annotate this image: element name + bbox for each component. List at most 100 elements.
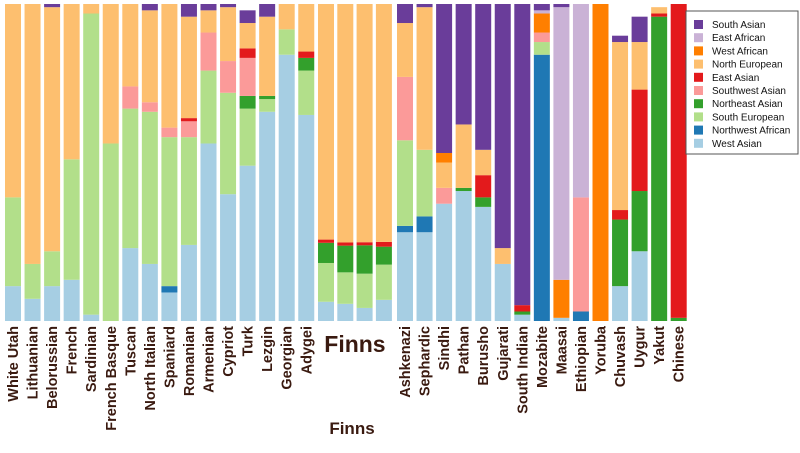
bar-segment-east-asian-yakut [651, 13, 668, 17]
category-label-gujarati: Gujarati [496, 326, 512, 381]
bar-segment-southwest-asian-romanian [180, 121, 197, 138]
legend-swatch-south-asian [694, 20, 703, 29]
category-labels: White Utah Lithuanian Belorussian French Sar… [6, 325, 688, 431]
bar-segment-north-european-cypriot [220, 7, 237, 62]
bar-segment-north-european-uygur [631, 42, 648, 90]
bar-segment-south-asian-romanian [180, 4, 197, 17]
bar-segment-southwest-asian-sindhi [436, 187, 453, 204]
bar-segment-north-european-chuvash [612, 42, 629, 211]
bar-segment-south-european-sardinian [83, 13, 100, 315]
bar-segment-south-european-georgian [278, 29, 295, 55]
bar-segment-west-asian-tuscan [122, 248, 139, 321]
bar-segment-west-asian-finns-4 [375, 299, 392, 321]
bar-segment-west-asian-romanian [180, 244, 197, 321]
bar-segment-north-european-lezgin [259, 16, 276, 96]
category-label-maasai: Maasai [554, 326, 570, 374]
bar-segment-west-african-mozabite [533, 13, 550, 33]
legend-label-southwest-asian: Southwest Asian [712, 86, 786, 97]
category-label-finns: Finns [324, 331, 385, 357]
legend-label-northwest-african: Northwest African [712, 126, 790, 137]
bar-segment-north-european-spaniard [161, 4, 178, 128]
bars-layer [5, 4, 687, 322]
bar-segment-northeast-asian-finns-1 [318, 242, 334, 263]
bar-segment-south-european-lithuanian [24, 263, 41, 299]
bar-segment-southwest-asian-north-italian [141, 102, 158, 112]
legend-swatch-south-european [694, 112, 703, 122]
bar-segment-north-european-armenian [200, 10, 217, 33]
bar-segment-northwest-african-ashkenazi [397, 225, 413, 233]
bar-segment-south-asian-turk [239, 10, 256, 24]
bar-segment-west-asian-ashkenazi [397, 232, 413, 321]
bar-segment-west-asian-lezgin [259, 111, 276, 321]
bar-segment-southwest-asian-tuscan [122, 86, 139, 109]
category-label-french: French [65, 326, 81, 374]
bar-segment-south-european-cypriot [220, 92, 237, 195]
bar-segment-northeast-asian-pathan [455, 187, 472, 192]
legend: South Asian East African West African North… [685, 10, 799, 155]
bar-segment-north-european-pathan [455, 124, 472, 188]
bar-segment-east-asian-burusho [475, 175, 492, 198]
bar-segment-west-asian-sephardic [416, 232, 433, 321]
bar-segment-southwest-asian-ethiopian [572, 197, 589, 312]
bar-segment-south-european-north-italian [141, 111, 158, 264]
bar-segment-north-european-north-italian [141, 10, 158, 103]
bar-segment-south-asian-pathan [455, 4, 472, 125]
category-label-burusho: Burusho [476, 326, 492, 386]
category-label-south-indian: South Indian [515, 326, 531, 414]
bar-segment-west-african-sindhi [436, 152, 453, 163]
x-axis-label: Finns [329, 419, 374, 438]
legend-label-east-african: East African [712, 33, 765, 44]
bar-segment-east-asian-finns-4 [375, 241, 392, 247]
bar-segment-east-asian-romanian [180, 118, 197, 122]
bar-segment-east-asian-chinese [670, 4, 687, 318]
bar-segment-west-african-yoruba [592, 4, 609, 321]
bar-segment-west-asian-pathan [455, 191, 472, 321]
category-label-adygei: Adygei [299, 326, 315, 374]
bar-segment-south-european-finns-3 [356, 273, 373, 308]
bar-segment-northeast-asian-south-indian [514, 311, 531, 315]
bar-segment-northeast-asian-finns-2 [337, 245, 354, 273]
bar-segment-north-european-tuscan [122, 4, 139, 87]
bar-segment-south-european-mozabite [533, 42, 550, 55]
legend-label-north-european: North European [712, 60, 783, 71]
bar-segment-south-asian-mozabite [533, 4, 550, 11]
bar-segment-west-asian-finns-2 [337, 303, 354, 321]
bar-segment-west-asian-french [63, 279, 80, 321]
legend-swatch-west-asian [694, 138, 703, 148]
bar-segment-west-asian-spaniard [161, 292, 178, 321]
category-label-georgian: Georgian [280, 326, 296, 390]
bar-segment-south-asian-north-italian [141, 4, 158, 11]
bar-segment-northwest-african-sephardic [416, 216, 433, 233]
bar-segment-south-asian-sindhi [436, 4, 453, 153]
bar-segment-northeast-asian-uygur [631, 191, 648, 252]
bar-segment-south-european-tuscan [122, 108, 139, 249]
category-label-ashkenazi: Ashkenazi [398, 326, 414, 398]
bar-segment-west-asian-north-italian [141, 263, 158, 321]
bar-segment-west-asian-armenian [200, 143, 217, 321]
bar-segment-northwest-african-mozabite [533, 54, 550, 321]
legend-label-east-asian: East Asian [712, 73, 759, 84]
bar-segment-north-european-finns-1 [318, 4, 334, 240]
bar-segment-north-european-french [63, 4, 80, 160]
bar-segment-south-european-lezgin [259, 99, 276, 112]
legend-label-west-african: West African [712, 46, 768, 57]
legend-label-south-european: South European [712, 112, 784, 123]
bar-segment-south-european-finns-1 [318, 262, 334, 302]
bar-segment-south-european-spaniard [161, 137, 178, 287]
bar-segment-northeast-asian-chinese [670, 317, 687, 321]
bar-segment-north-european-turk [239, 23, 256, 49]
legend-swatch-southwest-asian [694, 86, 703, 95]
bar-segment-north-european-gujarati [494, 248, 511, 264]
bar-segment-west-asian-gujarati [494, 263, 511, 321]
category-label-lithuanian: Lithuanian [26, 326, 42, 399]
bar-segment-north-european-finns-3 [356, 4, 373, 243]
bar-segment-north-european-lithuanian [24, 4, 41, 264]
bar-segment-east-asian-uygur [631, 89, 648, 192]
legend-swatch-northeast-asian [694, 99, 703, 109]
bar-segment-southwest-asian-ashkenazi [397, 76, 413, 141]
bar-segment-south-asian-chuvash [612, 35, 629, 43]
category-label-chinese: Chinese [672, 326, 688, 382]
category-label-chuvash: Chuvash [613, 326, 629, 387]
legend-swatch-east-african [694, 33, 703, 43]
